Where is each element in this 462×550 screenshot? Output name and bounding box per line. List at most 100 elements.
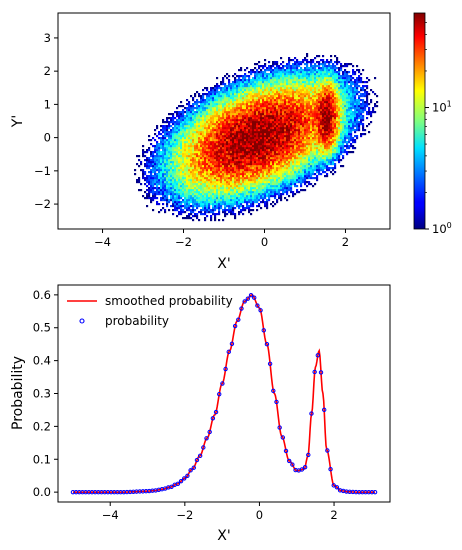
heatmap-cell xyxy=(176,175,179,178)
heatmap-cell xyxy=(304,135,307,138)
heatmap-cell xyxy=(336,101,339,104)
heatmap-cell xyxy=(324,129,327,132)
heatmap-cell xyxy=(190,185,193,188)
heatmap-cell xyxy=(222,203,225,206)
heatmap-cell xyxy=(172,145,175,148)
heatmap-cell xyxy=(258,143,261,146)
heatmap-cell xyxy=(288,165,291,168)
heatmap-cell xyxy=(204,163,207,166)
heatmap-cell xyxy=(362,103,365,106)
heatmap-cell xyxy=(168,137,171,140)
heatmap-cell xyxy=(208,155,211,158)
heatmap-cell xyxy=(348,107,351,110)
heatmap-cell xyxy=(256,129,259,132)
heatmap-cell xyxy=(234,165,237,168)
heatmap-cell xyxy=(334,119,337,122)
heatmap-cell xyxy=(324,159,327,162)
heatmap-cell xyxy=(312,109,315,112)
heatmap-cell xyxy=(176,195,179,198)
heatmap-cell xyxy=(366,103,369,106)
heatmap-cell xyxy=(256,97,259,100)
heatmap-cell xyxy=(292,159,295,162)
heatmap-cell xyxy=(264,111,267,114)
heatmap-cell xyxy=(212,171,215,174)
heatmap-cell xyxy=(302,113,305,116)
heatmap-cell xyxy=(280,193,283,196)
heatmap-cell xyxy=(252,157,255,160)
heatmap-cell xyxy=(284,191,287,194)
heatmap-cell xyxy=(276,163,279,166)
heatmap-cell xyxy=(178,163,181,166)
heatmap-cell xyxy=(250,125,253,128)
heatmap-cell xyxy=(268,97,271,100)
heatmap-cell xyxy=(290,133,293,136)
heatmap-cell xyxy=(188,153,191,156)
heatmap-cell xyxy=(230,119,233,122)
heatmap-cell xyxy=(268,129,271,132)
heatmap-cell xyxy=(308,125,311,128)
heatmap-cell xyxy=(356,115,359,118)
heatmap-cell xyxy=(348,111,351,114)
heatmap-cell xyxy=(300,183,303,186)
heatmap-cell xyxy=(288,147,291,150)
heatmap-cell xyxy=(250,185,253,188)
heatmap-cell xyxy=(238,123,241,126)
heatmap-cell xyxy=(178,183,181,186)
heatmap-cell xyxy=(356,129,359,132)
heatmap-cell xyxy=(250,105,253,108)
heatmap-cell xyxy=(166,205,169,208)
heatmap-cell xyxy=(318,159,321,162)
heatmap-cell xyxy=(158,171,161,174)
heatmap-cell xyxy=(162,131,165,134)
heatmap-cell xyxy=(282,135,285,138)
heatmap-cell xyxy=(180,121,183,124)
heatmap-cell xyxy=(270,121,273,124)
heatmap-cell xyxy=(210,217,213,220)
heatmap-cell xyxy=(284,183,287,186)
heatmap-cell xyxy=(198,197,201,200)
heatmap-cell xyxy=(360,99,363,102)
heatmap-cell xyxy=(192,167,195,170)
heatmap-cell xyxy=(258,189,261,192)
heatmap-cell xyxy=(284,163,287,166)
heatmap-cell xyxy=(168,179,171,182)
heatmap-cell xyxy=(270,143,273,146)
heatmap-cell xyxy=(198,111,201,114)
heatmap-cell xyxy=(232,111,235,114)
heatmap-cell xyxy=(270,139,273,142)
heatmap-cell xyxy=(228,143,231,146)
heatmap-cell xyxy=(302,125,305,128)
heatmap-cell xyxy=(246,125,249,128)
heatmap-cell xyxy=(296,137,299,140)
heatmap-cell xyxy=(286,167,289,170)
heatmap-cell xyxy=(194,133,197,136)
heatmap-cell xyxy=(332,149,335,152)
heatmap-cell xyxy=(302,165,305,168)
heatmap-cell xyxy=(294,137,297,140)
heatmap-cell xyxy=(258,103,261,106)
heatmap-cell xyxy=(232,107,235,110)
heatmap-cell xyxy=(298,177,301,180)
heatmap-cell xyxy=(346,111,349,114)
heatmap-cell xyxy=(200,101,203,104)
heatmap-cell xyxy=(178,207,181,210)
heatmap-cell xyxy=(200,151,203,154)
heatmap-cell xyxy=(206,193,209,196)
heatmap-cell xyxy=(186,115,189,118)
heatmap-cell xyxy=(212,121,215,124)
heatmap-cell xyxy=(218,161,221,164)
heatmap-cell xyxy=(334,131,337,134)
heatmap-cell xyxy=(244,195,247,198)
heatmap-cell xyxy=(214,115,217,118)
heatmap-cell xyxy=(228,177,231,180)
heatmap-cell xyxy=(338,123,341,126)
heatmap-cell xyxy=(160,147,163,150)
heatmap-cell xyxy=(284,165,287,168)
heatmap-cell xyxy=(274,181,277,184)
heatmap-cell xyxy=(370,121,373,124)
heatmap-cell xyxy=(206,127,209,130)
heatmap-cell xyxy=(180,101,183,104)
heatmap-cell xyxy=(330,137,333,140)
heatmap-cell xyxy=(174,195,177,198)
heatmap-cell xyxy=(298,121,301,124)
